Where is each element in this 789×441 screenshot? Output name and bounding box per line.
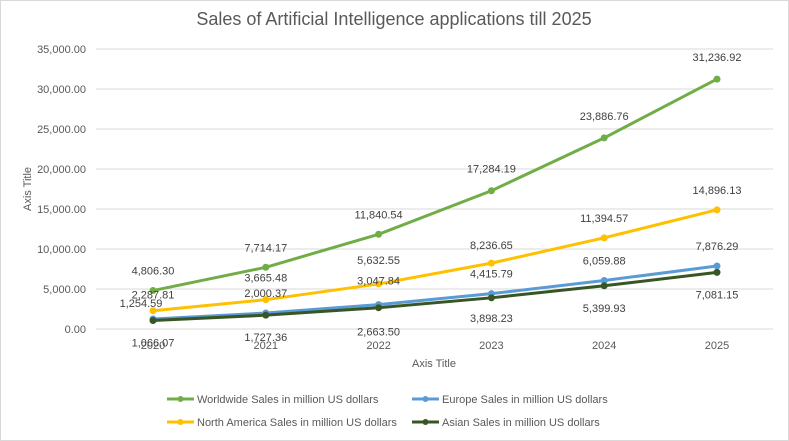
data-point bbox=[600, 134, 608, 142]
legend-item: North America Sales in million US dollar… bbox=[167, 417, 397, 429]
data-label: 6,059.88 bbox=[583, 256, 626, 268]
data-point bbox=[375, 280, 383, 288]
data-point bbox=[262, 263, 270, 271]
x-axis-title: Axis Title bbox=[412, 358, 456, 370]
x-tick-label: 2023 bbox=[479, 340, 503, 352]
data-label: 7,876.29 bbox=[696, 241, 739, 253]
y-tick-labels: 0.00 5,000.00 10,000.00 15,000.00 20,000.00 2… bbox=[37, 44, 86, 336]
y-tick-label: 35,000.00 bbox=[37, 44, 86, 56]
data-label: 11,394.57 bbox=[580, 213, 628, 225]
data-point bbox=[600, 282, 608, 290]
y-tick-label: 5,000.00 bbox=[43, 284, 86, 296]
x-tick-label: 2024 bbox=[592, 340, 616, 352]
y-tick-label: 15,000.00 bbox=[37, 204, 86, 216]
data-point bbox=[262, 311, 270, 319]
legend-marker bbox=[422, 419, 429, 425]
data-label: 2,000.37 bbox=[244, 288, 287, 300]
y-tick-label: 20,000.00 bbox=[37, 164, 86, 176]
data-point bbox=[487, 259, 495, 267]
legend-label: Asian Sales in million US dollars bbox=[442, 417, 600, 429]
y-tick-label: 10,000.00 bbox=[37, 244, 86, 256]
data-point bbox=[487, 187, 495, 195]
data-point bbox=[375, 304, 383, 312]
data-label: 5,399.93 bbox=[583, 303, 626, 315]
x-tick-labels: 2020 2021 2022 2023 2024 2025 bbox=[141, 340, 729, 352]
series-asian bbox=[149, 268, 721, 324]
data-point bbox=[713, 262, 721, 270]
data-label: 23,886.76 bbox=[580, 111, 629, 123]
legend-item: Worldwide Sales in million US dollars bbox=[167, 394, 379, 406]
y-tick-label: 0.00 bbox=[65, 324, 86, 336]
data-label: 14,896.13 bbox=[693, 185, 742, 197]
legend-label: Europe Sales in million US dollars bbox=[442, 394, 608, 406]
series-line bbox=[151, 270, 719, 322]
data-point bbox=[713, 75, 721, 83]
data-label: 5,632.55 bbox=[357, 255, 400, 267]
data-point bbox=[600, 234, 608, 242]
data-label: 7,081.15 bbox=[696, 289, 739, 301]
data-point bbox=[149, 316, 157, 324]
y-tick-label: 30,000.00 bbox=[37, 84, 86, 96]
legend-marker bbox=[177, 396, 184, 402]
data-label: 2,287.81 bbox=[132, 290, 175, 302]
data-label: 17,284.19 bbox=[467, 164, 516, 176]
series-line bbox=[151, 208, 719, 313]
data-point bbox=[149, 307, 157, 315]
legend-label: North America Sales in million US dollar… bbox=[197, 417, 397, 429]
series-europe bbox=[149, 262, 721, 323]
data-label: 4,415.79 bbox=[470, 269, 513, 281]
x-tick-label: 2022 bbox=[366, 340, 390, 352]
series-north bbox=[149, 206, 721, 315]
x-tick-label: 2021 bbox=[254, 340, 278, 352]
data-label: 8,236.65 bbox=[470, 240, 513, 252]
data-point bbox=[487, 294, 495, 302]
x-tick-label: 2025 bbox=[705, 340, 729, 352]
y-tick-label: 25,000.00 bbox=[37, 124, 86, 136]
data-label: 1,066.07 bbox=[132, 337, 175, 349]
data-point bbox=[600, 277, 608, 285]
chart-title: Sales of Artificial Intelligence applica… bbox=[196, 9, 591, 29]
data-label: 4,806.30 bbox=[132, 266, 175, 278]
legend: Worldwide Sales in million US dollars Eur… bbox=[167, 394, 608, 429]
data-point bbox=[713, 268, 721, 276]
data-label: 3,898.23 bbox=[470, 313, 513, 325]
series-worldwide bbox=[149, 75, 721, 295]
gridlines bbox=[96, 48, 773, 330]
data-point bbox=[262, 296, 270, 304]
data-point bbox=[375, 230, 383, 238]
legend-marker bbox=[177, 419, 184, 425]
data-point bbox=[713, 206, 721, 214]
data-label: 3,047.84 bbox=[357, 276, 400, 288]
legend-label: Worldwide Sales in million US dollars bbox=[197, 394, 379, 406]
x-tick-label: 2020 bbox=[141, 340, 165, 352]
legend-item: Europe Sales in million US dollars bbox=[412, 394, 608, 406]
data-label: 1,727.36 bbox=[244, 332, 287, 344]
series-group bbox=[149, 75, 721, 324]
series-line bbox=[151, 264, 719, 321]
data-point bbox=[149, 287, 157, 295]
data-labels: 4,806.30 7,714.17 11,840.54 17,284.19 23,886… bbox=[120, 52, 742, 349]
y-axis-title: Axis Title bbox=[22, 167, 34, 211]
legend-item: Asian Sales in million US dollars bbox=[412, 417, 600, 429]
data-label: 31,236.92 bbox=[693, 52, 742, 64]
legend-marker bbox=[422, 396, 429, 402]
data-label: 7,714.17 bbox=[244, 242, 287, 254]
data-label: 3,665.48 bbox=[244, 273, 287, 285]
data-label: 2,663.50 bbox=[357, 327, 400, 339]
data-label: 1,254.59 bbox=[120, 298, 163, 310]
data-label: 11,840.54 bbox=[355, 209, 403, 221]
series-line bbox=[151, 77, 719, 293]
